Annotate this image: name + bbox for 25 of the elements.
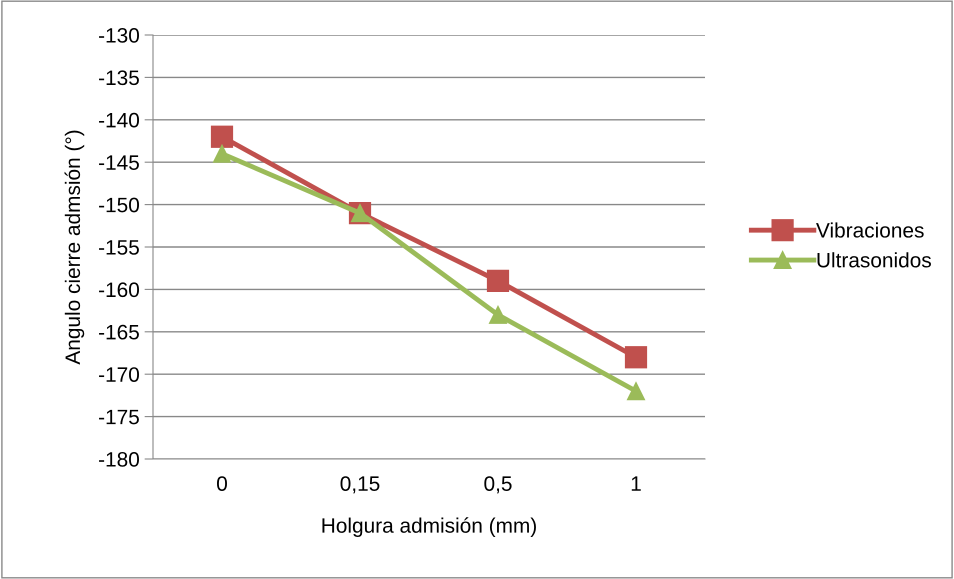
legend-label: Vibraciones (816, 222, 924, 238)
y-axis-title: Angulo cierre admsión (°) (64, 130, 84, 365)
point (626, 382, 646, 400)
y-tick-label: -170 (99, 367, 139, 382)
point (624, 346, 648, 368)
y-tick-label: -145 (99, 155, 139, 170)
x-tick-label: 0 (217, 476, 227, 491)
y-tick-label: -155 (99, 240, 139, 255)
x-tick-label: 1 (632, 476, 641, 491)
point (212, 144, 232, 163)
y-tick-label: -160 (99, 282, 139, 298)
y-tick-label: -165 (99, 324, 139, 340)
x-tick-label: 0,5 (484, 476, 512, 494)
y-tick-label: -150 (99, 198, 139, 212)
x-axis-title: Holgura admisión (mm) (322, 517, 536, 537)
x-tick-label: 0,15 (340, 476, 380, 494)
point (488, 306, 508, 324)
legend-label: Ultrasonidos (818, 252, 931, 268)
y-tick-label: -140 (99, 112, 139, 128)
y-tick-label: -180 (99, 452, 139, 467)
y-tick-label: -130 (99, 28, 139, 43)
point (486, 270, 510, 292)
point (210, 126, 234, 148)
y-tick-label: -135 (99, 70, 139, 86)
y-tick-label: -175 (99, 410, 139, 424)
